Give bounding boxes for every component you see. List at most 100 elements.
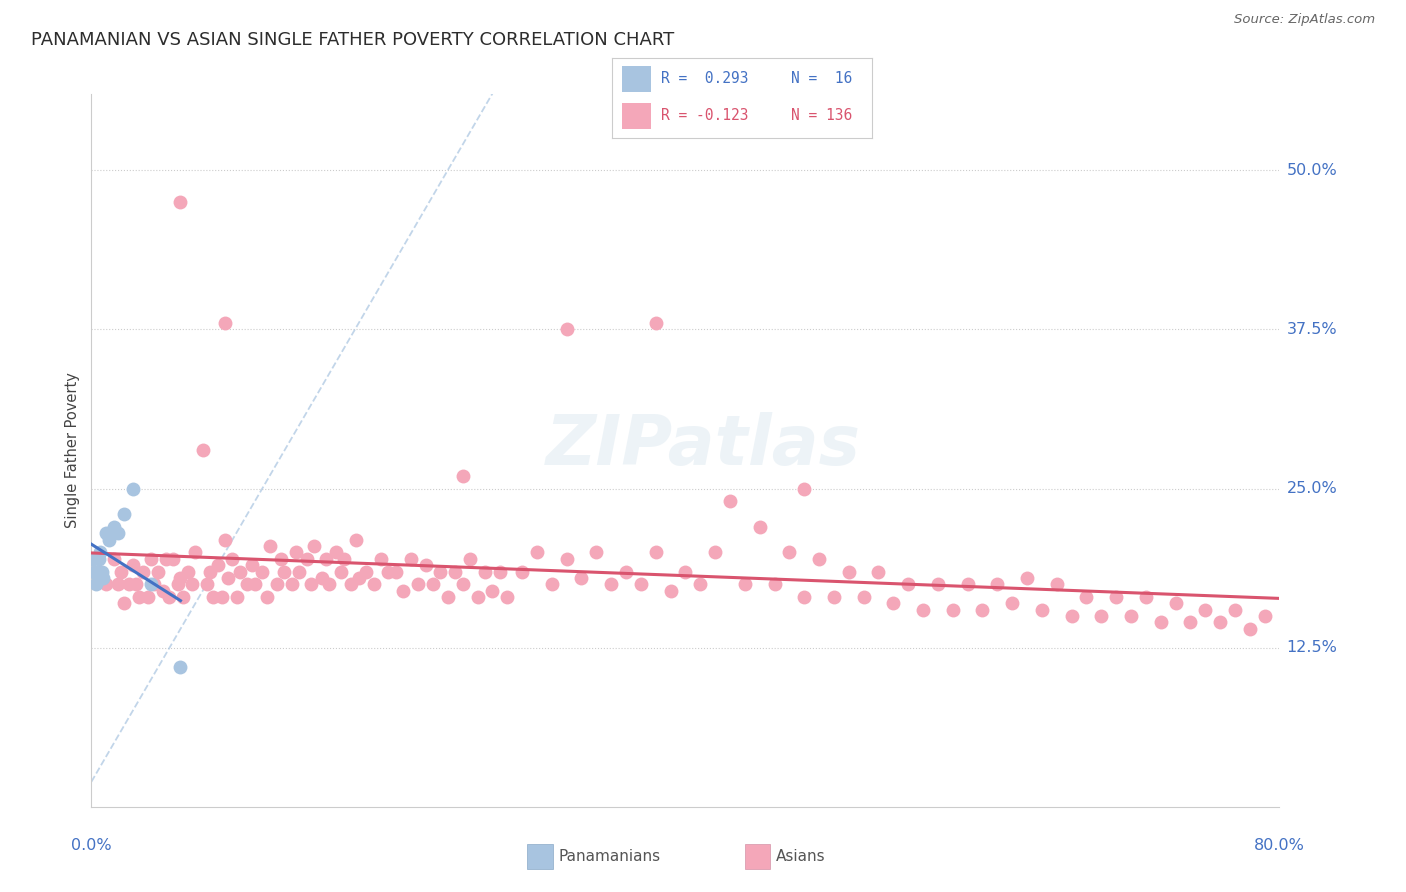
Point [214,316,236,330]
Text: 12.5%: 12.5% [1286,640,1337,656]
Point [897,577,920,591]
Point [243,577,266,591]
Point [704,545,727,559]
Point [778,545,800,559]
Point [139,551,162,566]
Point [763,577,786,591]
Point [169,194,191,209]
Point [103,520,125,534]
Point [927,577,949,591]
Point [868,565,890,579]
Point [644,316,666,330]
Point [734,577,756,591]
Point [467,590,489,604]
Point [84,577,107,591]
Point [474,565,496,579]
Point [122,482,145,496]
Point [136,590,159,604]
Point [169,660,191,674]
Text: Asians: Asians [776,849,825,863]
Point [354,565,377,579]
Point [793,590,815,604]
Point [406,577,429,591]
Point [1119,609,1142,624]
Point [614,565,637,579]
Text: 50.0%: 50.0% [1286,162,1337,178]
Point [644,545,666,559]
Text: N = 136: N = 136 [792,108,852,123]
Point [86,565,108,579]
Point [166,577,188,591]
Point [1031,603,1053,617]
Point [823,590,845,604]
Point [302,539,325,553]
Point [911,603,934,617]
Point [250,565,273,579]
Point [510,565,533,579]
Point [555,551,578,566]
Point [202,590,225,604]
Text: Source: ZipAtlas.com: Source: ZipAtlas.com [1234,13,1375,26]
Point [340,577,363,591]
Point [98,533,121,547]
Point [882,596,904,610]
Text: 25.0%: 25.0% [1286,481,1337,496]
Point [87,551,110,566]
Point [299,577,322,591]
Point [325,545,347,559]
Point [195,577,218,591]
Point [117,577,139,591]
Point [107,577,129,591]
Point [444,565,467,579]
Point [370,551,392,566]
Text: PANAMANIAN VS ASIAN SINGLE FATHER POVERTY CORRELATION CHART: PANAMANIAN VS ASIAN SINGLE FATHER POVERT… [31,31,675,49]
Point [83,565,105,579]
Point [986,577,1008,591]
Point [177,565,200,579]
Point [89,545,111,559]
Point [148,565,170,579]
Point [1239,622,1261,636]
Point [157,590,180,604]
Point [191,443,214,458]
Point [972,603,994,617]
Point [852,590,875,604]
Text: ZIPatlas: ZIPatlas [546,412,860,480]
Point [415,558,437,573]
Point [673,565,696,579]
Point [266,577,288,591]
Point [96,577,118,591]
Point [1223,603,1246,617]
Point [1076,590,1098,604]
Point [107,526,129,541]
Point [689,577,711,591]
Point [273,565,295,579]
Point [311,571,333,585]
Point [718,494,741,508]
Point [281,577,304,591]
Point [82,551,104,566]
Point [87,565,110,579]
Point [600,577,623,591]
Point [112,596,135,610]
Point [318,577,340,591]
Point [481,583,503,598]
Point [1164,596,1187,610]
Bar [621,103,651,128]
Point [200,565,222,579]
Point [585,545,607,559]
Point [96,526,118,541]
Point [392,583,415,598]
Point [377,565,399,579]
Point [436,590,458,604]
Point [956,577,979,591]
Point [329,565,352,579]
Point [1001,596,1024,610]
Point [333,551,356,566]
Point [1209,615,1232,630]
Point [162,551,184,566]
Point [526,545,548,559]
Point [214,533,236,547]
Point [270,551,292,566]
Y-axis label: Single Father Poverty: Single Father Poverty [65,373,80,528]
